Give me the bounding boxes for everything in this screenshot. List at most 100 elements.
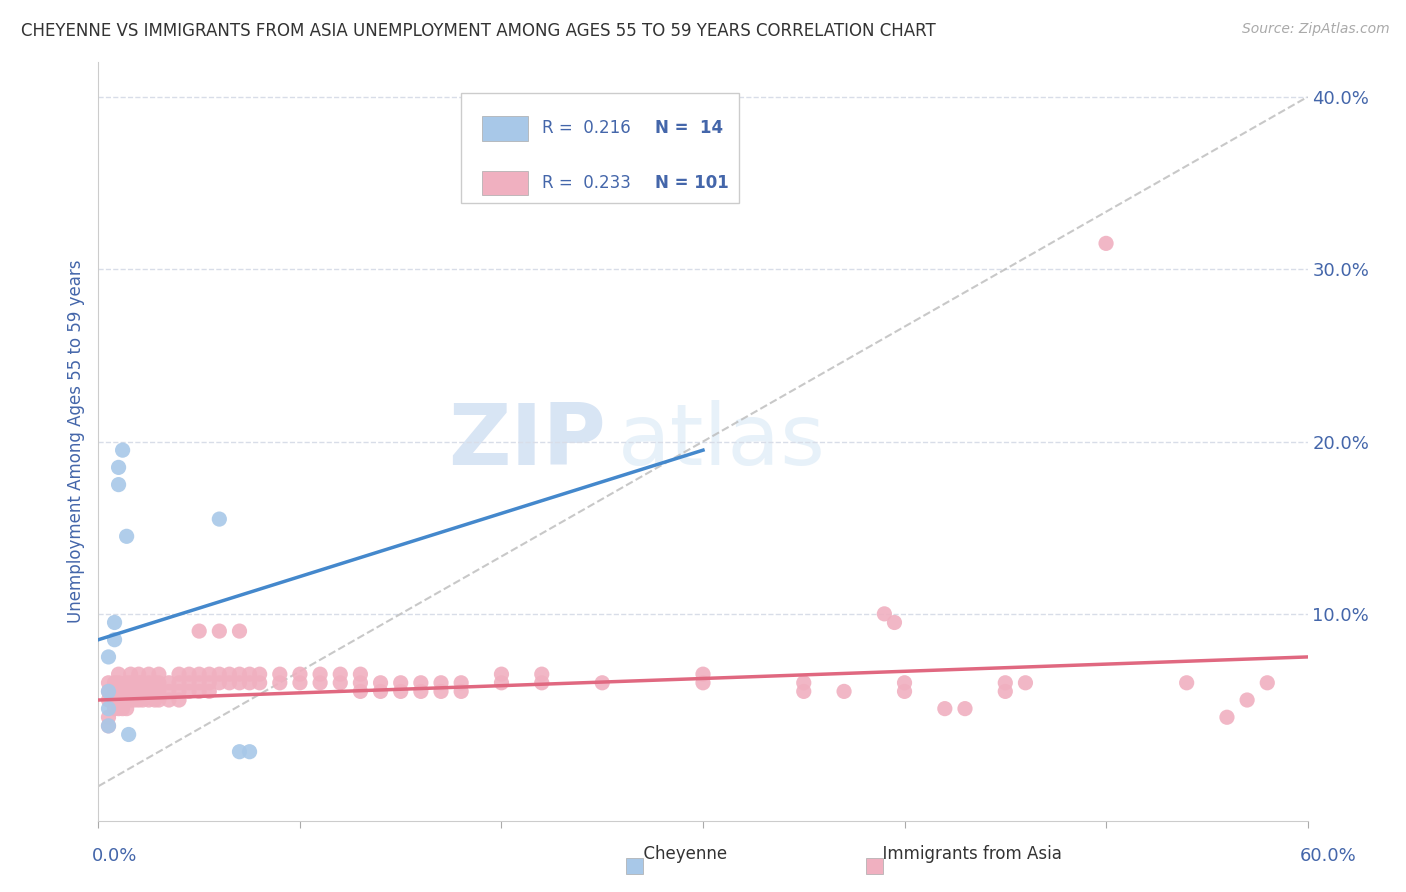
Point (97, 710, 120, 724)
Point (120, 675, 142, 690)
Point (97, 684, 120, 698)
Point (409, 675, 432, 690)
Point (873, 607, 896, 621)
Text: CHEYENNE VS IMMIGRANTS FROM ASIA UNEMPLOYMENT AMONG AGES 55 TO 59 YEARS CORRELAT: CHEYENNE VS IMMIGRANTS FROM ASIA UNEMPLO… (21, 22, 936, 40)
Point (167, 684, 190, 698)
Point (188, 667, 211, 681)
Point (953, 701, 976, 715)
Point (111, 443, 134, 458)
Point (370, 675, 392, 690)
Point (893, 675, 915, 690)
Point (269, 675, 291, 690)
Point (132, 693, 155, 707)
Point (107, 667, 129, 681)
Point (1175, 675, 1198, 690)
Point (249, 675, 271, 690)
Point (198, 684, 221, 698)
Point (239, 675, 262, 690)
Point (107, 693, 129, 707)
Point (103, 693, 125, 707)
Point (103, 701, 125, 715)
Bar (482, 116, 527, 141)
Point (179, 684, 201, 698)
Point (124, 675, 146, 690)
Point (1216, 710, 1239, 724)
Point (349, 675, 371, 690)
Point (389, 675, 412, 690)
Point (97, 693, 120, 707)
Point (111, 693, 134, 707)
Point (1014, 675, 1036, 690)
Point (124, 693, 146, 707)
Point (128, 667, 150, 681)
Point (115, 675, 138, 690)
Point (167, 667, 190, 681)
Point (143, 675, 166, 690)
Point (228, 667, 250, 681)
Point (218, 667, 240, 681)
Point (179, 675, 201, 690)
Point (239, 745, 262, 759)
Point (111, 701, 134, 715)
Point (409, 684, 432, 698)
Point (249, 667, 271, 681)
Point (1236, 693, 1258, 707)
Point (118, 727, 141, 741)
Point (530, 667, 553, 681)
Point (832, 684, 855, 698)
Point (120, 667, 142, 681)
Point (138, 675, 160, 690)
Text: 60.0%: 60.0% (1301, 847, 1357, 865)
Text: N =  14: N = 14 (655, 120, 723, 137)
Point (111, 684, 134, 698)
Point (103, 684, 125, 698)
Point (124, 684, 146, 698)
Point (349, 684, 371, 698)
Point (120, 693, 142, 707)
Point (198, 667, 221, 681)
Point (128, 693, 150, 707)
Point (450, 684, 472, 698)
Point (97, 701, 120, 715)
Point (128, 684, 150, 698)
Point (430, 684, 453, 698)
Point (167, 675, 190, 690)
Point (228, 675, 250, 690)
Point (1095, 236, 1118, 251)
Point (389, 684, 412, 698)
Point (97, 719, 120, 733)
Point (370, 684, 392, 698)
Text: atlas: atlas (619, 400, 827, 483)
Point (591, 675, 613, 690)
Point (97, 649, 120, 664)
Point (138, 667, 160, 681)
Point (793, 684, 815, 698)
Point (107, 684, 129, 698)
Text: Cheyenne: Cheyenne (633, 846, 727, 863)
Point (329, 675, 352, 690)
Point (188, 675, 211, 690)
Point (103, 675, 125, 690)
Point (97, 684, 120, 698)
Point (198, 675, 221, 690)
Point (994, 684, 1017, 698)
Point (115, 684, 138, 698)
Point (143, 684, 166, 698)
Point (103, 615, 125, 630)
Point (107, 477, 129, 491)
Point (143, 693, 166, 707)
Point (179, 667, 201, 681)
Point (120, 684, 142, 698)
Point (1256, 675, 1278, 690)
Point (218, 675, 240, 690)
Point (994, 675, 1017, 690)
Point (157, 684, 180, 698)
Bar (482, 171, 527, 195)
Text: Source: ZipAtlas.com: Source: ZipAtlas.com (1241, 22, 1389, 37)
Point (167, 693, 190, 707)
Point (115, 701, 138, 715)
Point (148, 667, 170, 681)
Text: ZIP: ZIP (449, 400, 606, 483)
FancyBboxPatch shape (461, 93, 740, 202)
Point (491, 667, 513, 681)
